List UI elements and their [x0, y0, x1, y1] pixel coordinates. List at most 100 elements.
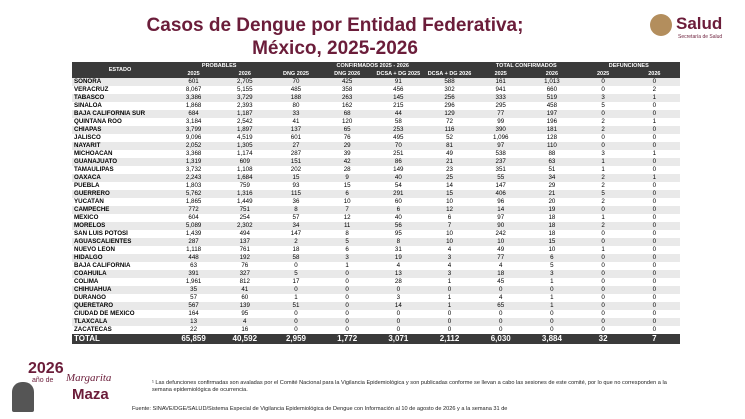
table-row: VERACRUZ 8,067 5,155 485 358 456 302 941 660 0 2 — [72, 86, 680, 94]
column-header: 2026 — [526, 70, 578, 78]
column-header: DCSA + DG 2025 — [372, 70, 424, 78]
state-name: TAMAULIPAS — [74, 166, 114, 173]
state-name: NAYARIT — [72, 142, 168, 150]
cell: 287 — [290, 150, 302, 157]
total-cell: 3,071 — [372, 334, 424, 344]
cell: 0 — [577, 270, 629, 278]
table-row: CAMPECHE 772 751 8 7 6 12 14 19 0 0 — [72, 206, 680, 214]
cell: 296 — [444, 102, 455, 109]
cell: 15 — [423, 190, 476, 198]
state-name: JALISCO — [74, 134, 101, 141]
cell: 425 — [321, 78, 373, 86]
cell: 162 — [341, 102, 353, 109]
cell: 1,868 — [185, 102, 202, 109]
cell: 2 — [577, 222, 629, 230]
cell: 1,108 — [237, 166, 253, 173]
cell: 5,155 — [237, 86, 253, 93]
cell: 23 — [446, 166, 453, 173]
title-line: Casos de Dengue por Entidad Federativa; — [146, 15, 524, 36]
cell: 28 — [394, 278, 402, 285]
cell: 18 — [548, 230, 556, 237]
emblem-year: 2026 — [28, 360, 64, 377]
cell: 58 — [394, 118, 402, 125]
cell: 0 — [577, 238, 629, 246]
cell: 242 — [495, 230, 506, 237]
cell: 5 — [270, 270, 322, 278]
cell: 263 — [321, 94, 373, 102]
cell: 0 — [628, 142, 680, 150]
cell: 3 — [396, 294, 401, 301]
cell: 0 — [577, 254, 629, 262]
cell: 51 — [270, 302, 322, 310]
emblem-text: Margarita — [66, 372, 112, 384]
total-cell: 40,592 — [219, 334, 271, 344]
cell: 8 — [372, 238, 424, 246]
cell: 0 — [345, 294, 349, 301]
cell: 2,542 — [237, 118, 253, 125]
cell: 1,439 — [185, 230, 202, 237]
cell: 941 — [495, 86, 506, 93]
cell: 0 — [345, 278, 349, 285]
cell: 99 — [497, 118, 505, 125]
logo: Salud Secretaría de Salud — [648, 14, 730, 40]
cell: 1,013 — [526, 78, 578, 86]
cell: 40 — [372, 174, 424, 182]
state-name: DURANGO — [74, 294, 106, 301]
cell: 0 — [526, 318, 578, 326]
column-header: DCSA + DG 2026 — [423, 70, 476, 78]
cell: 0 — [498, 326, 503, 333]
cell: 0 — [652, 278, 657, 285]
cell: 0 — [577, 142, 629, 150]
cell: 0 — [601, 326, 605, 333]
cell: 1 — [294, 294, 298, 301]
state-name: CIUDAD DE MÉXICO — [74, 310, 135, 317]
group-header: TOTAL CONFIRMADOS — [475, 62, 578, 70]
table-row: TLAXCALA 13 4 0 0 0 0 0 0 0 0 — [72, 318, 680, 326]
logo-name: Salud — [676, 14, 723, 33]
cell: 36 — [292, 198, 300, 205]
table-row: BAJA CALIFORNIA 63 76 0 1 4 4 4 5 0 0 — [72, 262, 680, 270]
cell: 145 — [372, 94, 424, 102]
cell: 128 — [546, 134, 558, 141]
cell: 1,449 — [237, 198, 253, 205]
cell: 196 — [546, 118, 558, 125]
data-table: ESTADO PROBABLES CONFIRMADOS 2025 - 2026 TO… — [72, 62, 680, 344]
table-row: SONORA 601 2,705 70 425 91 588 161 1,013 0 0 — [72, 78, 680, 86]
table-row: GUANAJUATO 1,319 609 151 42 86 21 237 63 1 0 — [72, 158, 680, 166]
cell: 10 — [343, 198, 351, 205]
cell: 588 — [423, 78, 476, 86]
cell: 751 — [219, 206, 271, 214]
cell: 1,803 — [185, 182, 202, 189]
cell: 65 — [321, 126, 373, 134]
cell: 2 — [652, 86, 657, 93]
cell: 601 — [168, 78, 220, 86]
cell: 237 — [475, 158, 527, 166]
cell: 812 — [239, 278, 250, 285]
cell: 1,174 — [237, 150, 253, 157]
cell: 63 — [526, 158, 578, 166]
table-row: NAYARIT 2,052 1,305 27 29 70 81 97 110 0 0 — [72, 142, 680, 150]
cell: 4 — [447, 246, 452, 253]
total-row: TOTAL 65,859 40,592 2,959 1,772 3,071 2,112 6,0… — [72, 334, 680, 344]
table-row: CHIHUAHUA 35 41 0 0 0 0 0 0 0 0 — [72, 286, 680, 294]
state-name: HIDALGO — [72, 254, 168, 262]
state-name: YUCATÁN — [74, 198, 104, 205]
cell: 19 — [526, 206, 578, 214]
cell: 0 — [628, 302, 680, 310]
cell: 16 — [241, 326, 249, 333]
cell: 1 — [601, 166, 605, 173]
cell: 80 — [292, 102, 300, 109]
cell: 1 — [577, 158, 629, 166]
column-header: 2026 — [219, 70, 271, 78]
cell: 0 — [652, 262, 657, 269]
logo-emblem — [650, 14, 672, 36]
state-name: MÉXICO — [74, 214, 99, 221]
cell: 0 — [628, 158, 680, 166]
cell: 10 — [475, 238, 527, 246]
state-name: PUEBLA — [74, 182, 100, 189]
cell: 0 — [577, 78, 629, 86]
cell: 0 — [550, 310, 554, 317]
cell: 4 — [219, 318, 271, 326]
cell: 139 — [219, 302, 271, 310]
cell: 3,732 — [185, 166, 202, 173]
